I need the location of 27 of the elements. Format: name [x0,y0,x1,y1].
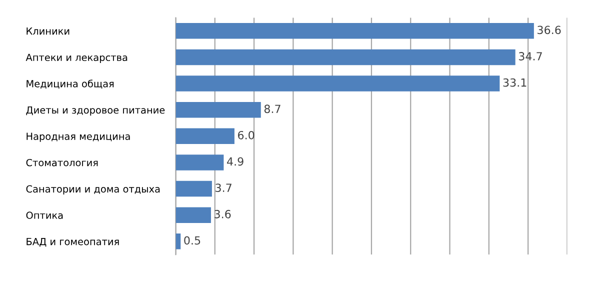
data-label: 3.6 [214,210,231,218]
data-label: 3.7 [216,184,232,192]
y-tick-label: Медицина общая [26,80,114,89]
bar [176,128,234,144]
y-tick-label: Аптеки и лекарства [26,54,128,63]
bar [176,23,534,39]
bar [176,180,212,197]
bar [176,102,261,118]
data-label: 4.9 [227,157,244,166]
y-tick-label: Санатории и дома отдыха [26,185,160,194]
bar [176,154,224,170]
y-tick-label: БАД и гомеопатия [26,238,119,247]
data-label: 6.0 [238,130,254,140]
bar [176,49,516,66]
y-tick-label: Клиники [26,28,70,35]
y-tick-label: Народная медицина [26,132,130,142]
bar [176,76,500,92]
data-label: 34.7 [518,52,542,60]
data-label: 36.6 [538,26,561,34]
bar [176,207,211,223]
y-tick-label: Стоматология [26,158,98,166]
data-label: 33.1 [503,78,526,87]
y-tick-label: Диеты и здоровое питание [26,106,165,116]
data-label: 8.7 [264,104,280,114]
bar [176,234,181,250]
data-label: 0.5 [184,236,200,245]
y-tick-label: Оптика [26,212,63,219]
